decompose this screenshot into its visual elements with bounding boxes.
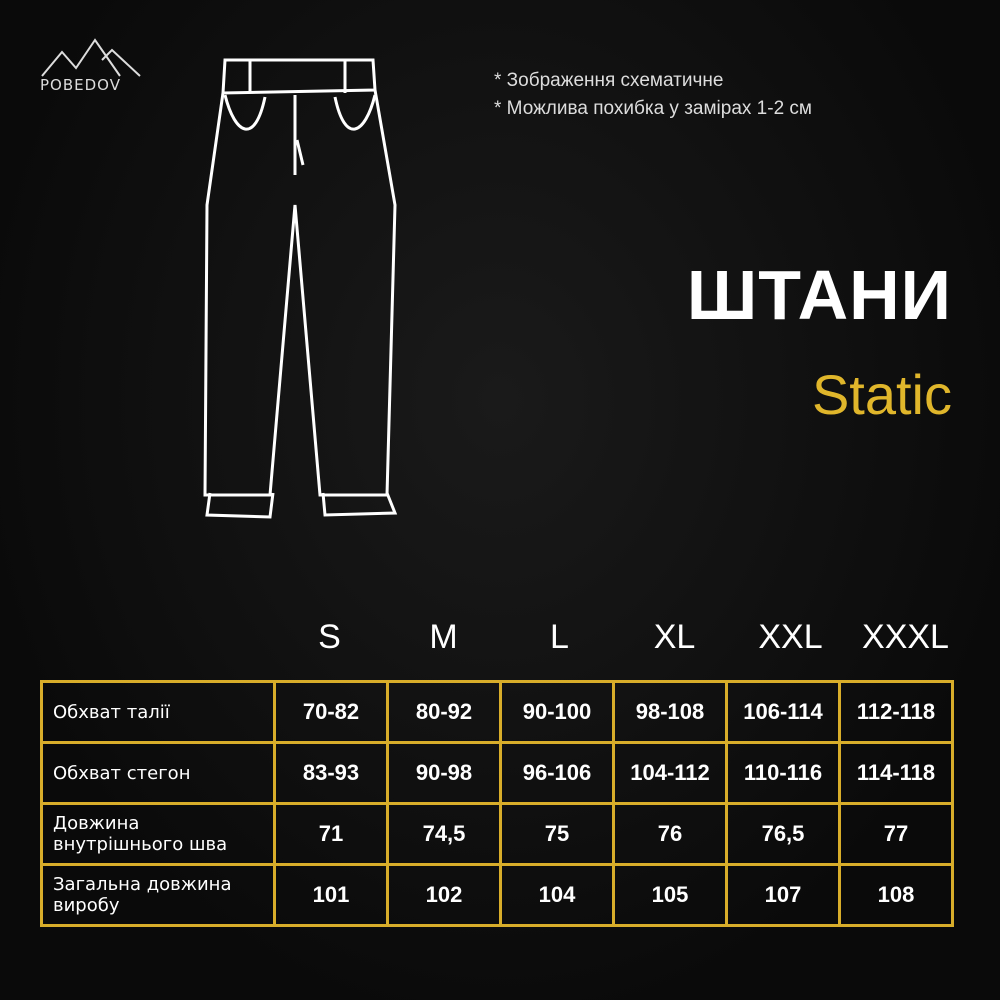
table-cell: 74,5 (386, 802, 502, 866)
size-header: XL (653, 618, 696, 656)
table-cell: 70-82 (273, 680, 389, 744)
table-cell: 110-116 (725, 741, 841, 805)
note-measurement-error: * Можлива похибка у замірах 1-2 см (494, 98, 812, 119)
table-cell: 101 (273, 863, 389, 927)
table-cell: 98-108 (612, 680, 728, 744)
product-title: ШТАНИ (686, 256, 952, 334)
size-header: XXL (758, 618, 823, 656)
table-cell: 112-118 (838, 680, 954, 744)
table-cell: 76,5 (725, 802, 841, 866)
logo-text: POBEDOV (40, 76, 121, 94)
row-label: Загальна довжина виробу (40, 863, 276, 927)
table-cell: 77 (838, 802, 954, 866)
table-cell: 90-100 (499, 680, 615, 744)
table-cell: 75 (499, 802, 615, 866)
note-schematic: * Зображення схематичне (494, 70, 724, 91)
table-cell: 80-92 (386, 680, 502, 744)
table-cell: 106-114 (725, 680, 841, 744)
table-row: Загальна довжина виробу 101 102 104 105 107 10… (40, 863, 954, 927)
table-cell: 114-118 (838, 741, 954, 805)
size-header: L (550, 618, 569, 656)
row-label: Обхват талії (40, 680, 276, 744)
table-cell: 105 (612, 863, 728, 927)
table-cell: 104-112 (612, 741, 728, 805)
size-header: S (318, 618, 341, 656)
row-label: Обхват стегон (40, 741, 276, 805)
mountain-logo-icon (41, 38, 141, 77)
table-row: Довжина внутрішнього шва 71 74,5 75 76 76,5 77 (40, 802, 954, 866)
table-cell: 83-93 (273, 741, 389, 805)
size-header: XXXL (862, 618, 949, 656)
pants-schematic-icon (203, 58, 398, 519)
table-cell: 104 (499, 863, 615, 927)
row-label: Довжина внутрішнього шва (40, 802, 276, 866)
size-header: M (429, 618, 458, 656)
product-model: Static (811, 363, 952, 426)
table-cell: 102 (386, 863, 502, 927)
table-row: Обхват талії 70-82 80-92 90-100 98-108 106-11… (40, 680, 954, 744)
table-cell: 96-106 (499, 741, 615, 805)
table-cell: 108 (838, 863, 954, 927)
size-table: Обхват талії 70-82 80-92 90-100 98-108 106-11… (40, 680, 954, 927)
table-cell: 76 (612, 802, 728, 866)
table-cell: 107 (725, 863, 841, 927)
table-row: Обхват стегон 83-93 90-98 96-106 104-112 110-… (40, 741, 954, 805)
table-cell: 90-98 (386, 741, 502, 805)
table-cell: 71 (273, 802, 389, 866)
